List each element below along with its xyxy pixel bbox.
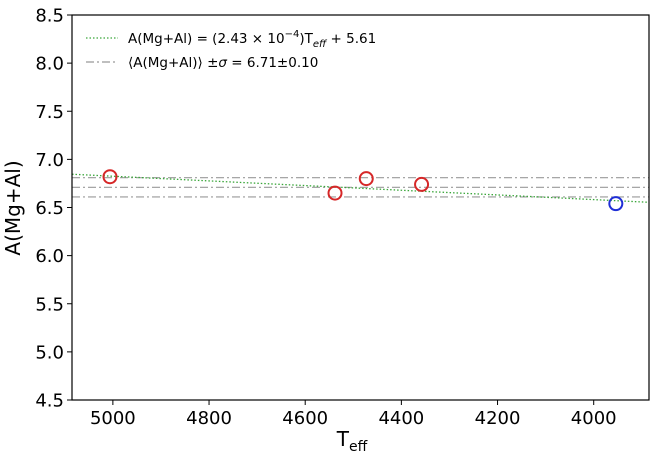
y-tick-label: 6.0 xyxy=(35,246,64,267)
y-tick-label: 5.0 xyxy=(35,342,64,363)
point xyxy=(102,169,118,185)
y-tick-label: 8.0 xyxy=(35,54,64,75)
x-tick-label: 4200 xyxy=(475,408,521,429)
x-axis-label-main: T xyxy=(336,427,350,451)
legend-label-part: ⟨A(Mg+Al)⟩ ± xyxy=(128,55,218,71)
legend-label-part: σ xyxy=(218,55,227,71)
y-tick-label: 4.5 xyxy=(35,391,64,412)
point xyxy=(414,176,430,192)
x-axis-label: Teff xyxy=(336,427,368,454)
y-axis-label: A(Mg+Al) xyxy=(1,160,25,255)
y-tick-label: 8.5 xyxy=(35,6,64,27)
y-tick-label: 6.5 xyxy=(35,198,64,219)
x-axis-label-sub: eff xyxy=(349,439,368,454)
x-tick-label: 4000 xyxy=(571,408,617,429)
point xyxy=(327,185,343,201)
x-tick-label: 5000 xyxy=(90,408,136,429)
x-tick-label: 4400 xyxy=(378,408,424,429)
legend-label-part: + 5.61 xyxy=(326,31,376,47)
y-tick-label: 7.0 xyxy=(35,150,64,171)
x-tick-label: 4800 xyxy=(186,408,232,429)
legend-label-part: A(Mg+Al) = (2.43 × 10 xyxy=(128,31,285,47)
y-tick-label: 5.5 xyxy=(35,294,64,315)
legend-label-part: = 6.71±0.10 xyxy=(227,55,318,71)
legend-label-part: −4 xyxy=(285,29,300,40)
point xyxy=(608,196,624,212)
legend-label-part: eff xyxy=(313,39,328,50)
point xyxy=(358,171,374,187)
x-tick-label: 4600 xyxy=(282,408,328,429)
plot-frame xyxy=(71,14,650,401)
legend-label: ⟨A(Mg+Al)⟩ ±σ = 6.71±0.10 xyxy=(128,55,318,71)
legend-label: A(Mg+Al) = (2.43 × 10−4)Teff + 5.61 xyxy=(128,29,376,50)
y-tick-label: 7.5 xyxy=(35,102,64,123)
legend-label-part: )T xyxy=(299,31,313,47)
